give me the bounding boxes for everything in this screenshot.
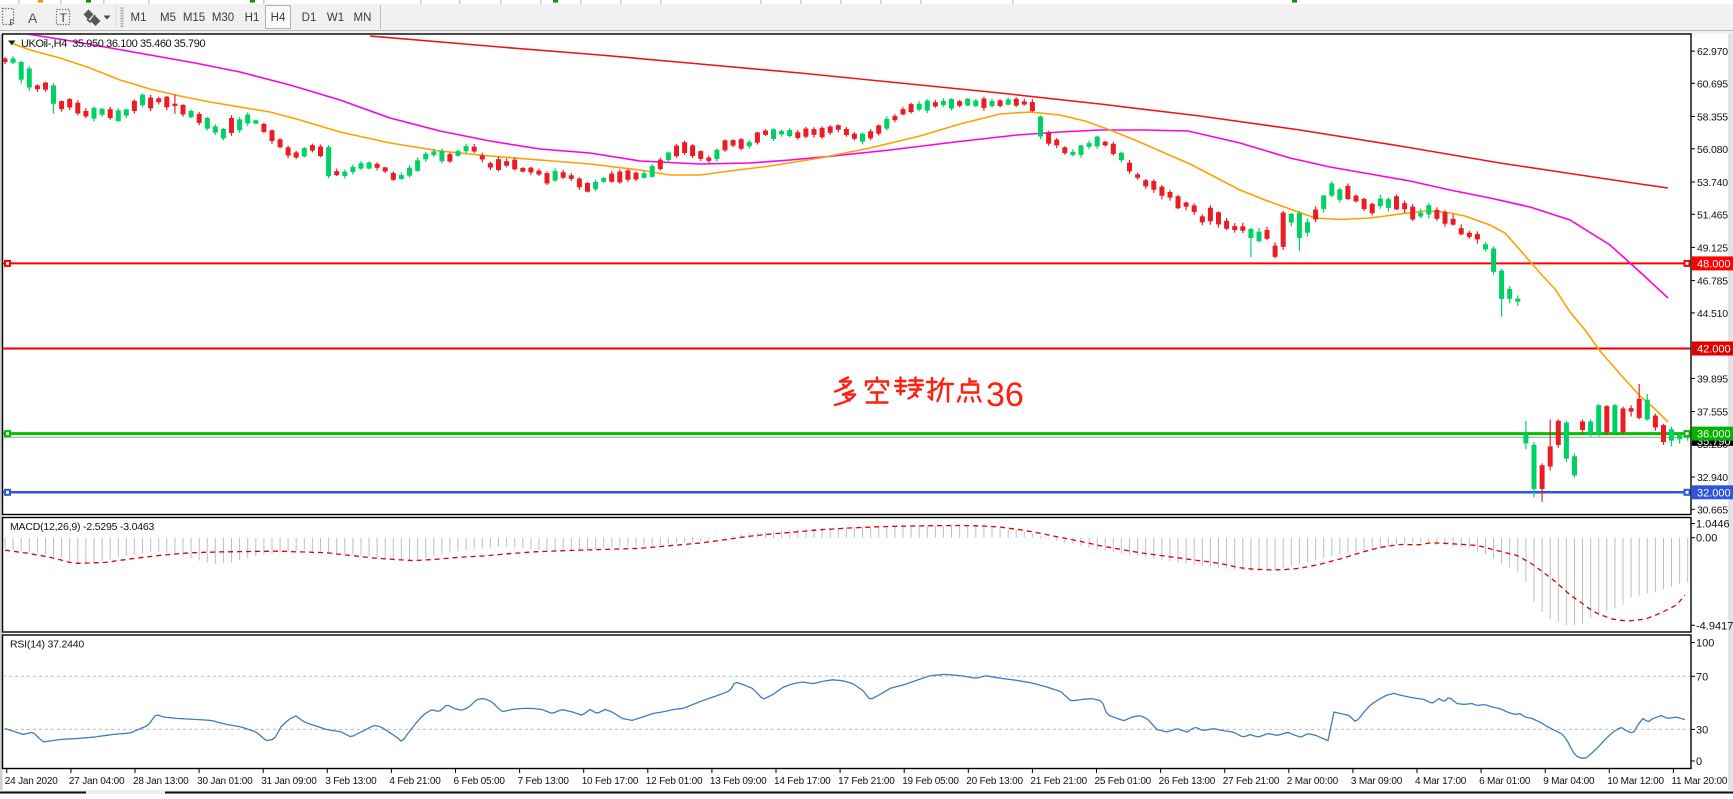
- svg-text:26 Feb 13:00: 26 Feb 13:00: [1159, 776, 1216, 787]
- svg-text:30.665: 30.665: [1697, 504, 1728, 516]
- svg-text:9 Mar 04:00: 9 Mar 04:00: [1543, 776, 1595, 787]
- svg-text:36: 36: [986, 376, 1024, 414]
- svg-text:10 Mar 12:00: 10 Mar 12:00: [1607, 776, 1664, 787]
- svg-text:7 Feb 13:00: 7 Feb 13:00: [518, 776, 570, 787]
- svg-text:MACD(12,26,9) -2.5295 -3.0463: MACD(12,26,9) -2.5295 -3.0463: [10, 521, 155, 533]
- svg-text:1.0446: 1.0446: [1696, 519, 1730, 531]
- svg-text:3 Feb 13:00: 3 Feb 13:00: [325, 776, 377, 787]
- svg-text:20 Feb 13:00: 20 Feb 13:00: [966, 776, 1023, 787]
- svg-text:17 Feb 21:00: 17 Feb 21:00: [838, 776, 895, 787]
- svg-text:30 Jan 01:00: 30 Jan 01:00: [197, 776, 253, 787]
- svg-text:27 Feb 21:00: 27 Feb 21:00: [1223, 776, 1280, 787]
- svg-text:56.080: 56.080: [1697, 144, 1728, 156]
- svg-text:-4.9417: -4.9417: [1696, 620, 1733, 632]
- svg-text:UKOil-,H4 35.950 36.100 35.46: UKOil-,H4 35.950 36.100 35.460 35.790: [21, 38, 205, 50]
- svg-text:T: T: [60, 11, 68, 25]
- svg-text:H4: H4: [271, 12, 286, 24]
- svg-text:48.000: 48.000: [1697, 258, 1731, 270]
- svg-text:M15: M15: [183, 12, 205, 24]
- svg-text:49.125: 49.125: [1697, 242, 1728, 254]
- svg-text:13 Feb 09:00: 13 Feb 09:00: [710, 776, 767, 787]
- svg-text:30: 30: [1696, 724, 1708, 736]
- svg-text:53.740: 53.740: [1697, 177, 1728, 189]
- svg-text:39.895: 39.895: [1697, 373, 1728, 385]
- svg-text:27 Jan 04:00: 27 Jan 04:00: [69, 776, 125, 787]
- svg-text:4 Feb 21:00: 4 Feb 21:00: [389, 776, 441, 787]
- svg-text:12 Feb 01:00: 12 Feb 01:00: [646, 776, 703, 787]
- svg-text:32.000: 32.000: [1697, 487, 1731, 499]
- svg-text:14 Feb 17:00: 14 Feb 17:00: [774, 776, 831, 787]
- svg-text:6 Feb 05:00: 6 Feb 05:00: [454, 776, 506, 787]
- svg-text:32.940: 32.940: [1697, 472, 1728, 484]
- svg-text:2 Mar 00:00: 2 Mar 00:00: [1287, 776, 1339, 787]
- svg-text:51.465: 51.465: [1697, 209, 1728, 221]
- svg-text:70: 70: [1696, 671, 1708, 683]
- svg-text:19 Feb 05:00: 19 Feb 05:00: [902, 776, 959, 787]
- svg-text:11 Mar 20:00: 11 Mar 20:00: [1671, 776, 1727, 787]
- svg-text:62.970: 62.970: [1697, 46, 1728, 58]
- svg-text:31 Jan 09:00: 31 Jan 09:00: [261, 776, 317, 787]
- svg-text:21 Feb 21:00: 21 Feb 21:00: [1030, 776, 1087, 787]
- svg-text:H1: H1: [245, 12, 260, 24]
- svg-text:28 Jan 13:00: 28 Jan 13:00: [133, 776, 189, 787]
- svg-text:24 Jan 2020: 24 Jan 2020: [5, 776, 58, 787]
- svg-text:M5: M5: [160, 12, 176, 24]
- svg-text:D1: D1: [302, 12, 317, 24]
- svg-text:F: F: [10, 19, 15, 28]
- svg-text:RSI(14) 37.2440: RSI(14) 37.2440: [10, 639, 84, 651]
- svg-text:3 Mar 09:00: 3 Mar 09:00: [1351, 776, 1403, 787]
- svg-text:100: 100: [1696, 638, 1714, 650]
- svg-text:0: 0: [1696, 756, 1702, 768]
- svg-text:0.00: 0.00: [1696, 533, 1717, 545]
- svg-text:42.000: 42.000: [1697, 344, 1731, 356]
- svg-text:44.510: 44.510: [1697, 308, 1728, 320]
- svg-text:M1: M1: [131, 12, 147, 24]
- svg-text:37.555: 37.555: [1697, 407, 1728, 419]
- svg-text:A: A: [28, 10, 38, 26]
- svg-text:10 Feb 17:00: 10 Feb 17:00: [582, 776, 639, 787]
- svg-text:60.695: 60.695: [1697, 78, 1728, 90]
- svg-text:MN: MN: [354, 12, 372, 24]
- svg-text:46.785: 46.785: [1697, 276, 1728, 288]
- svg-text:36.000: 36.000: [1697, 429, 1731, 441]
- svg-text:4 Mar 17:00: 4 Mar 17:00: [1415, 776, 1467, 787]
- svg-text:6 Mar 01:00: 6 Mar 01:00: [1479, 776, 1531, 787]
- svg-text:M30: M30: [212, 12, 234, 24]
- svg-text:W1: W1: [327, 12, 344, 24]
- svg-text:25 Feb 01:00: 25 Feb 01:00: [1095, 776, 1152, 787]
- svg-text:58.355: 58.355: [1697, 112, 1728, 124]
